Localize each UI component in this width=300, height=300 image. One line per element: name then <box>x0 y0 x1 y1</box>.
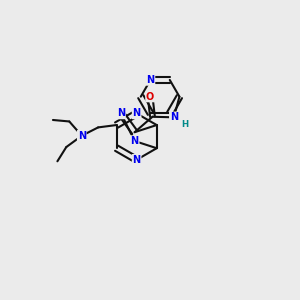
Text: N: N <box>78 131 86 141</box>
Text: N: N <box>170 112 178 122</box>
Text: O: O <box>146 92 154 101</box>
Text: H: H <box>182 120 189 129</box>
Text: N: N <box>117 108 125 118</box>
Text: N: N <box>130 136 139 146</box>
Text: N: N <box>133 108 141 118</box>
Text: N: N <box>146 75 154 85</box>
Text: N: N <box>133 155 141 165</box>
